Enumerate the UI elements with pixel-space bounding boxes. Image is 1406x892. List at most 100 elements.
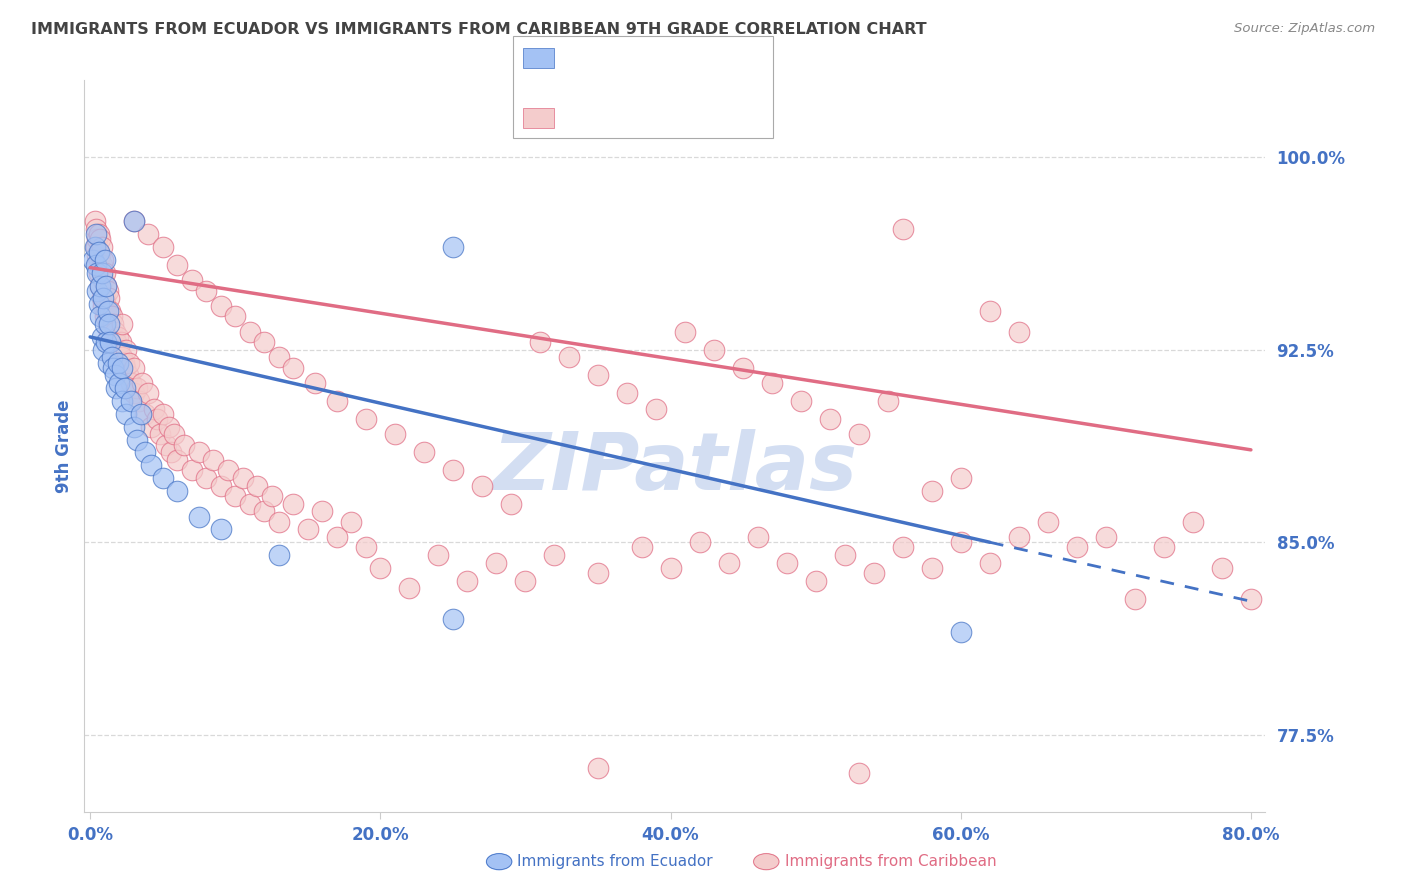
Point [804,574,827,588]
Point [87,296,110,310]
Point [101,351,124,365]
Point [209,523,232,537]
Point [231,471,253,485]
Point [311,504,333,518]
Point [717,556,740,570]
Point [91,292,114,306]
Point [979,304,1001,318]
Point [195,471,218,485]
Point [84,227,107,242]
Point [97,304,120,318]
Point [370,561,392,575]
Point [267,351,290,365]
Point [131,376,153,391]
Point [94,334,117,349]
Point [86,266,108,280]
Point [209,479,232,493]
Point [136,227,159,242]
Point [326,530,349,544]
Point [427,548,450,562]
Point [862,566,884,580]
Point [89,248,111,262]
Point [586,368,609,383]
Point [1181,515,1204,529]
Point [283,360,305,375]
Point [89,278,111,293]
Point [152,240,174,254]
Point [97,355,120,369]
Point [134,445,156,459]
Point [90,330,112,344]
Text: Immigrants from Ecuador: Immigrants from Ecuador [517,855,713,869]
Point [98,292,121,306]
Point [188,509,211,524]
Point [340,515,363,529]
Point [180,273,202,287]
Point [83,214,105,228]
Point [87,266,110,280]
Point [103,317,125,331]
Point [1066,541,1088,555]
Point [94,278,117,293]
Point [456,574,478,588]
Point [90,292,112,306]
Point [122,214,145,228]
Point [834,548,856,562]
Point [260,489,283,503]
Point [122,386,145,401]
Point [515,574,537,588]
Point [202,453,225,467]
Point [98,325,121,339]
Point [103,360,125,375]
Point [115,407,138,421]
Point [93,252,115,267]
Point [94,278,117,293]
Point [110,334,132,349]
Point [87,252,110,267]
Point [152,407,174,421]
Point [107,355,129,369]
Point [122,360,145,375]
Text: R = -0.324   N = 147: R = -0.324 N = 147 [560,109,742,123]
Point [659,561,682,575]
Point [253,334,276,349]
Point [283,497,305,511]
Point [83,240,105,254]
Point [87,227,110,242]
Point [89,310,111,324]
Point [253,504,276,518]
Point [120,376,142,391]
Point [848,427,870,442]
Point [146,412,169,426]
Point [117,368,139,383]
Point [139,419,162,434]
Point [86,284,108,298]
Point [105,334,128,349]
Point [239,325,262,339]
Point [97,284,120,298]
Point [97,317,120,331]
Point [84,240,107,254]
Point [149,427,172,442]
Point [105,381,128,395]
Y-axis label: 9th Grade: 9th Grade [55,400,73,492]
Point [104,325,127,339]
Point [630,541,652,555]
Point [891,541,914,555]
Point [217,463,239,477]
Point [441,240,464,254]
Point [586,566,609,580]
Point [586,761,609,775]
Point [267,515,290,529]
Point [689,535,711,549]
Point [101,310,124,324]
Point [326,394,349,409]
Point [114,360,136,375]
Point [180,463,202,477]
Point [354,412,377,426]
Point [354,541,377,555]
Point [733,360,755,375]
Point [114,381,136,395]
Point [89,232,111,246]
Point [949,625,972,640]
